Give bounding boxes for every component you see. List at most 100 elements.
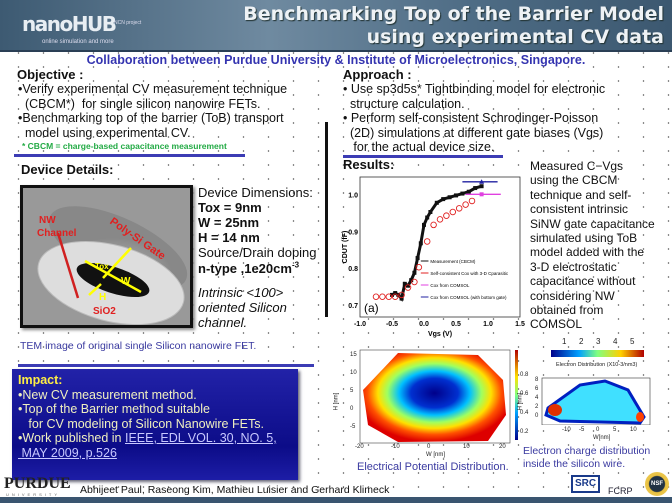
measurement-point xyxy=(441,197,446,202)
electron-caption: Electron charge distribution xyxy=(523,445,651,457)
potential-caption: Electrical Potential Distribution. xyxy=(357,461,509,473)
measurement-point xyxy=(418,241,423,246)
electron-y-tick: 8 xyxy=(535,377,539,383)
potential-x-tick: -10 xyxy=(391,444,400,450)
potential-y-tick: 0 xyxy=(350,406,354,412)
nw-label: NW xyxy=(39,215,56,226)
measurement-point xyxy=(425,215,430,220)
header-banner: nanoHUB online simulation and more NCN p… xyxy=(0,0,672,52)
orientation-line: channel. xyxy=(198,315,248,330)
cv-chart: -1.0 -0.5 0.0 0.5 1.0 1.5 0.7 0.8 0.9 1.0 Vgs (V) C… xyxy=(342,176,525,338)
self-consistent-point xyxy=(449,208,457,216)
results-text-line: technique and self- xyxy=(530,187,632,202)
x-tick-label: -0.5 xyxy=(386,321,398,328)
electron-x-tick: -5 xyxy=(579,427,585,433)
measurement-point xyxy=(412,270,417,275)
slide-title-line1: Benchmarking Top of the Barrier Model xyxy=(243,3,664,25)
divider xyxy=(343,155,503,158)
potential-y-tick: 10 xyxy=(350,370,357,376)
results-heading: Results: xyxy=(343,157,395,172)
doping-title: Source/Drain doping xyxy=(198,245,317,260)
x-tick-label: 0.5 xyxy=(451,321,461,328)
results-text-line: capacitance without xyxy=(530,274,636,289)
doping-exponent: -3 xyxy=(291,260,300,270)
electron-cbar-tick: 1 xyxy=(562,337,567,346)
potential-map xyxy=(359,349,518,444)
impact-line: •Work published in IEEE, EDL VOL. 30, NO… xyxy=(18,431,292,446)
results-text-line: obtained from xyxy=(530,303,604,318)
measurement-point xyxy=(466,189,471,194)
nanohub-logo: nanoHUB xyxy=(22,12,117,36)
impact-line: •New CV measurement method. xyxy=(18,387,197,402)
results-text-line: using the CBCM xyxy=(530,173,618,188)
potential-x-tick: 20 xyxy=(499,444,506,450)
self-consistent-point xyxy=(468,197,476,205)
device-heading: Device Details: xyxy=(21,162,114,177)
publication-link-cont[interactable]: MAY 2009, p.526 xyxy=(18,445,117,460)
channel-label: Channel xyxy=(37,228,77,239)
self-consistent-point xyxy=(385,293,393,300)
approach-line: • Perform self-consistent Schrodinger-Po… xyxy=(343,111,599,125)
results-text-line: SiNW gate capacitance xyxy=(530,216,655,231)
tox-label: Tox xyxy=(95,262,109,271)
y-tick-label: 1.0 xyxy=(348,192,358,199)
divider xyxy=(14,154,245,157)
fcrp-logo: FCRP xyxy=(608,486,633,496)
cbcm-note: * CBCM = charge-based capacitance measur… xyxy=(22,141,227,151)
electron-y-tick: 2 xyxy=(535,404,539,410)
h-label: H xyxy=(99,292,107,303)
electron-cbar-tick: 3 xyxy=(596,337,601,346)
ncn-logo: NCN project xyxy=(114,20,142,26)
vertical-divider xyxy=(325,122,328,317)
nsf-logo: NSF xyxy=(645,472,669,496)
self-consistent-point xyxy=(411,278,418,286)
self-consistent-point xyxy=(430,221,437,229)
legend-entry: Measurement (CBCM) xyxy=(430,259,476,264)
divider xyxy=(18,364,314,367)
results-text-line: model added with the xyxy=(530,245,645,260)
electron-x-tick: -10 xyxy=(562,427,571,433)
self-consistent-point xyxy=(415,264,423,271)
logo-tagline: online simulation and more xyxy=(42,39,114,45)
results-text-line: Measured C−Vgs xyxy=(530,159,624,173)
self-consistent-point xyxy=(404,284,412,291)
publication-link[interactable]: IEEE, EDL VOL. 30, NO. 5, xyxy=(124,431,277,445)
electron-y-tick: 0 xyxy=(535,413,539,419)
y-axis-label: CDUT (fF) xyxy=(342,231,349,264)
potential-x-tick: 10 xyxy=(463,444,470,450)
legend-entry: Self-consistent Cox with 3-D Cparasitic xyxy=(430,271,509,276)
objective-line: (CBCM*) for single silicon nanowire FETs… xyxy=(18,96,261,111)
approach-line: for the actual device size. xyxy=(343,140,495,154)
impact-text: •Work published in xyxy=(18,431,125,445)
impact-line: MAY 2009, p.526 xyxy=(18,446,292,461)
electron-cbar-tick: 5 xyxy=(630,337,635,346)
measurement-point xyxy=(447,195,452,200)
legend-entry: Cox from COMSOL (with bottom gate) xyxy=(430,295,507,300)
electron-cbar-label: Electron Distribution (X10-3/nm3) xyxy=(556,362,638,368)
measurement-point xyxy=(390,292,394,297)
tem-image: NW Channel Poly-Si Gate Tox W H SiO2 xyxy=(20,185,193,328)
doping-text: n-type ,1e20cm xyxy=(198,261,292,276)
approach-line: structure calculation. xyxy=(343,96,465,111)
measurement-point xyxy=(460,191,465,196)
results-text-line: COMSOL xyxy=(530,317,583,332)
measurement-point xyxy=(473,186,478,191)
measurement-point xyxy=(434,200,439,205)
electron-x-tick: 0 xyxy=(596,427,600,433)
electron-cbar-tick: 4 xyxy=(613,337,618,346)
measurement-point xyxy=(402,281,407,286)
measurement-point xyxy=(409,278,414,283)
measurement-point xyxy=(428,210,433,214)
self-consistent-point xyxy=(462,201,469,208)
authors: Abhijeet Paul, Raseong Kim, Mathieu Luis… xyxy=(80,484,390,496)
results-text-line: considering NW xyxy=(530,288,615,303)
potential-cbar-tick: 0.2 xyxy=(520,429,529,435)
approach-line: • Use sp3d5s* Tightbinding model for ele… xyxy=(343,82,606,96)
self-consistent-point xyxy=(455,205,463,212)
purdue-logo: PURDUE xyxy=(4,475,71,492)
electron-caption: inside the silicon wire. xyxy=(523,458,626,470)
h-value: H = 14 nm xyxy=(198,230,260,245)
collaboration-subtitle: Collaboration between Purdue University … xyxy=(86,53,586,67)
panel-label: (a) xyxy=(364,301,379,315)
potential-x-tick: -20 xyxy=(355,444,364,450)
